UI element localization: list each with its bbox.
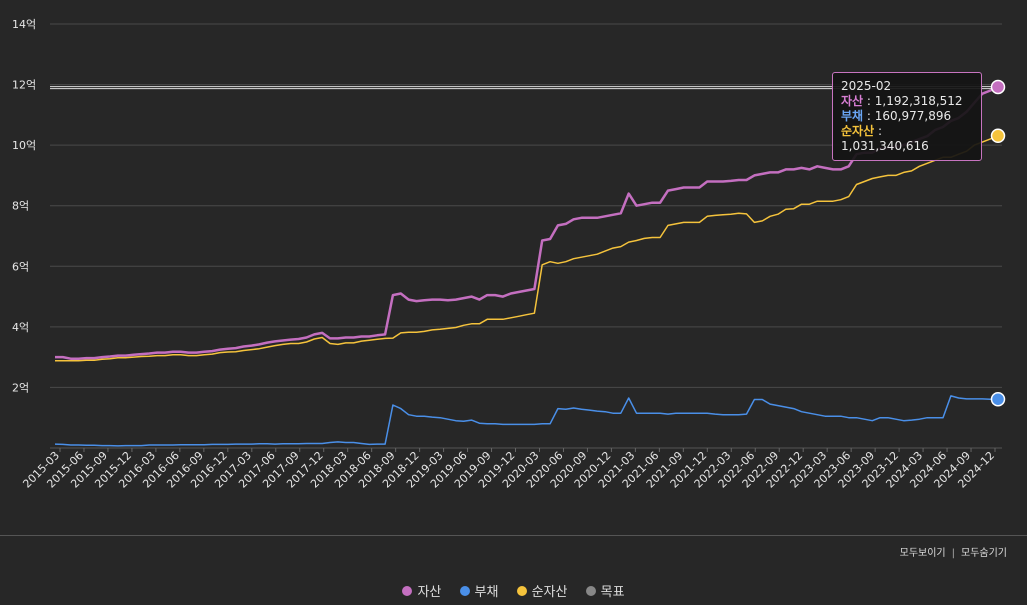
y-tick-label: 2억 (12, 381, 29, 394)
y-tick-label: 14억 (12, 18, 36, 31)
legend: 자산 부채 순자산 목표 (0, 581, 1027, 600)
legend-dot-icon (516, 585, 527, 596)
tooltip-date: 2025-02 (841, 79, 892, 93)
tooltip-debt-name: 부채 (841, 109, 864, 123)
tooltip-asset-value: 1,192,318,512 (874, 94, 963, 108)
tooltip-asset-name: 자산 (841, 94, 864, 108)
y-tick-label: 6억 (12, 260, 29, 273)
tooltip-row-asset: 자산 : 1,192,318,512 (841, 94, 963, 108)
y-tick-label: 8억 (12, 200, 29, 213)
chart-plot: 14억 12억 10억 8억 6억 4억 2억 2015-032015-062015-092… (12, 18, 1006, 491)
y-tick-label: 12억 (12, 79, 36, 92)
tooltip: 2025-02 자산 : 1,192,318,512 부채 : 160,977,… (832, 72, 982, 161)
series-asset-line (55, 85, 999, 360)
end-markers (990, 79, 1006, 407)
legend-item-asset[interactable]: 자산 (402, 581, 441, 600)
legend-dot-icon (459, 585, 470, 596)
toggle-separator: | (951, 548, 955, 559)
legend-item-net-asset[interactable]: 순자산 (516, 581, 568, 600)
tooltip-net-value: 1,031,340,616 (841, 139, 929, 153)
grid-layer (50, 23, 1002, 449)
hide-all-button[interactable]: 모두숨기기 (961, 548, 1007, 559)
show-all-button[interactable]: 모두보이기 (899, 548, 946, 559)
legend-item-target[interactable]: 목표 (585, 581, 625, 600)
series-layer (54, 85, 999, 447)
series-asset-marker[interactable] (990, 79, 1006, 95)
tooltip-debt-value: 160,977,896 (874, 109, 952, 123)
tooltip-row-net: 순자산 : 1,031,340,616 (841, 124, 929, 153)
legend-item-debt[interactable]: 부채 (459, 581, 499, 600)
y-axis: 14억 12억 10억 8억 6억 4억 2억 (12, 18, 36, 394)
series-debt-marker[interactable] (990, 391, 1006, 407)
series-net-asset-line (55, 135, 999, 362)
series-debt-line (54, 395, 998, 447)
legend-label: 자산 (417, 585, 442, 600)
visibility-toggles: 모두보이기 | 모두숨기기 (900, 544, 1007, 559)
legend-dot-icon (402, 585, 413, 596)
tooltip-row-debt: 부채 : 160,977,896 (841, 109, 952, 123)
x-axis: 2015-032015-062015-092015-122016-032016-… (20, 448, 997, 491)
y-tick-label: 10억 (12, 139, 36, 152)
divider (0, 535, 1027, 536)
legend-label: 순자산 (531, 585, 568, 600)
legend-dot-icon (585, 585, 596, 596)
legend-label: 목표 (600, 585, 625, 600)
legend-label: 부채 (474, 585, 499, 600)
y-tick-label: 4억 (12, 321, 29, 334)
tooltip-net-name: 순자산 (841, 124, 875, 138)
series-net-asset-marker[interactable] (990, 128, 1006, 144)
